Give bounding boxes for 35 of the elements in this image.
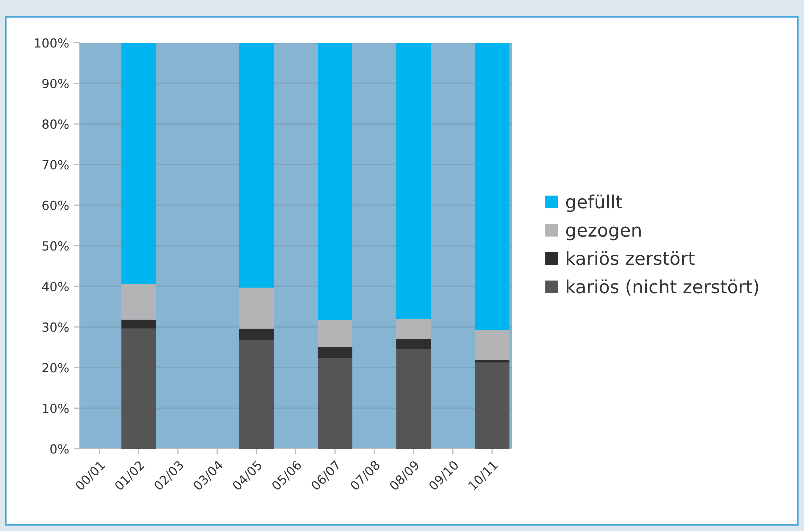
y-tick-label: 10%: [43, 404, 69, 414]
y-tick-label: 80%: [42, 120, 69, 130]
bar: [475, 360, 510, 363]
bar: [122, 43, 156, 284]
bar: [122, 320, 156, 329]
bar: [239, 43, 274, 288]
bar: [239, 340, 274, 449]
bar: [396, 339, 432, 350]
legend-label: gefüllt: [566, 194, 622, 212]
y-tick-label: 100%: [35, 38, 69, 48]
y-tick-label: 30%: [42, 322, 69, 332]
bar: [239, 288, 274, 329]
bar: [122, 328, 156, 449]
y-tick-label: 20%: [42, 363, 69, 373]
bar: [318, 320, 353, 348]
y-tick-label: 70%: [42, 160, 69, 170]
bar: [318, 43, 353, 320]
bar: [122, 284, 156, 320]
y-tick-label: 60%: [42, 200, 69, 210]
y-tick-label: 90%: [42, 79, 69, 89]
y-tick-label: 50%: [42, 241, 69, 251]
bar: [396, 43, 432, 320]
y-tick-label: 40%: [42, 282, 69, 292]
bar: [396, 319, 432, 340]
bar: [318, 348, 353, 358]
bar: [318, 358, 353, 449]
bar: [475, 330, 510, 360]
bar: [475, 43, 510, 330]
bar: [475, 362, 510, 449]
legend-label: kariös (nicht zerstört): [567, 280, 758, 296]
legend-label: gezogen: [566, 226, 641, 241]
bar: [239, 328, 274, 341]
y-tick-label: 0%: [50, 444, 69, 454]
bar: [396, 349, 432, 449]
legend-label: kariös zerstört: [567, 251, 695, 266]
